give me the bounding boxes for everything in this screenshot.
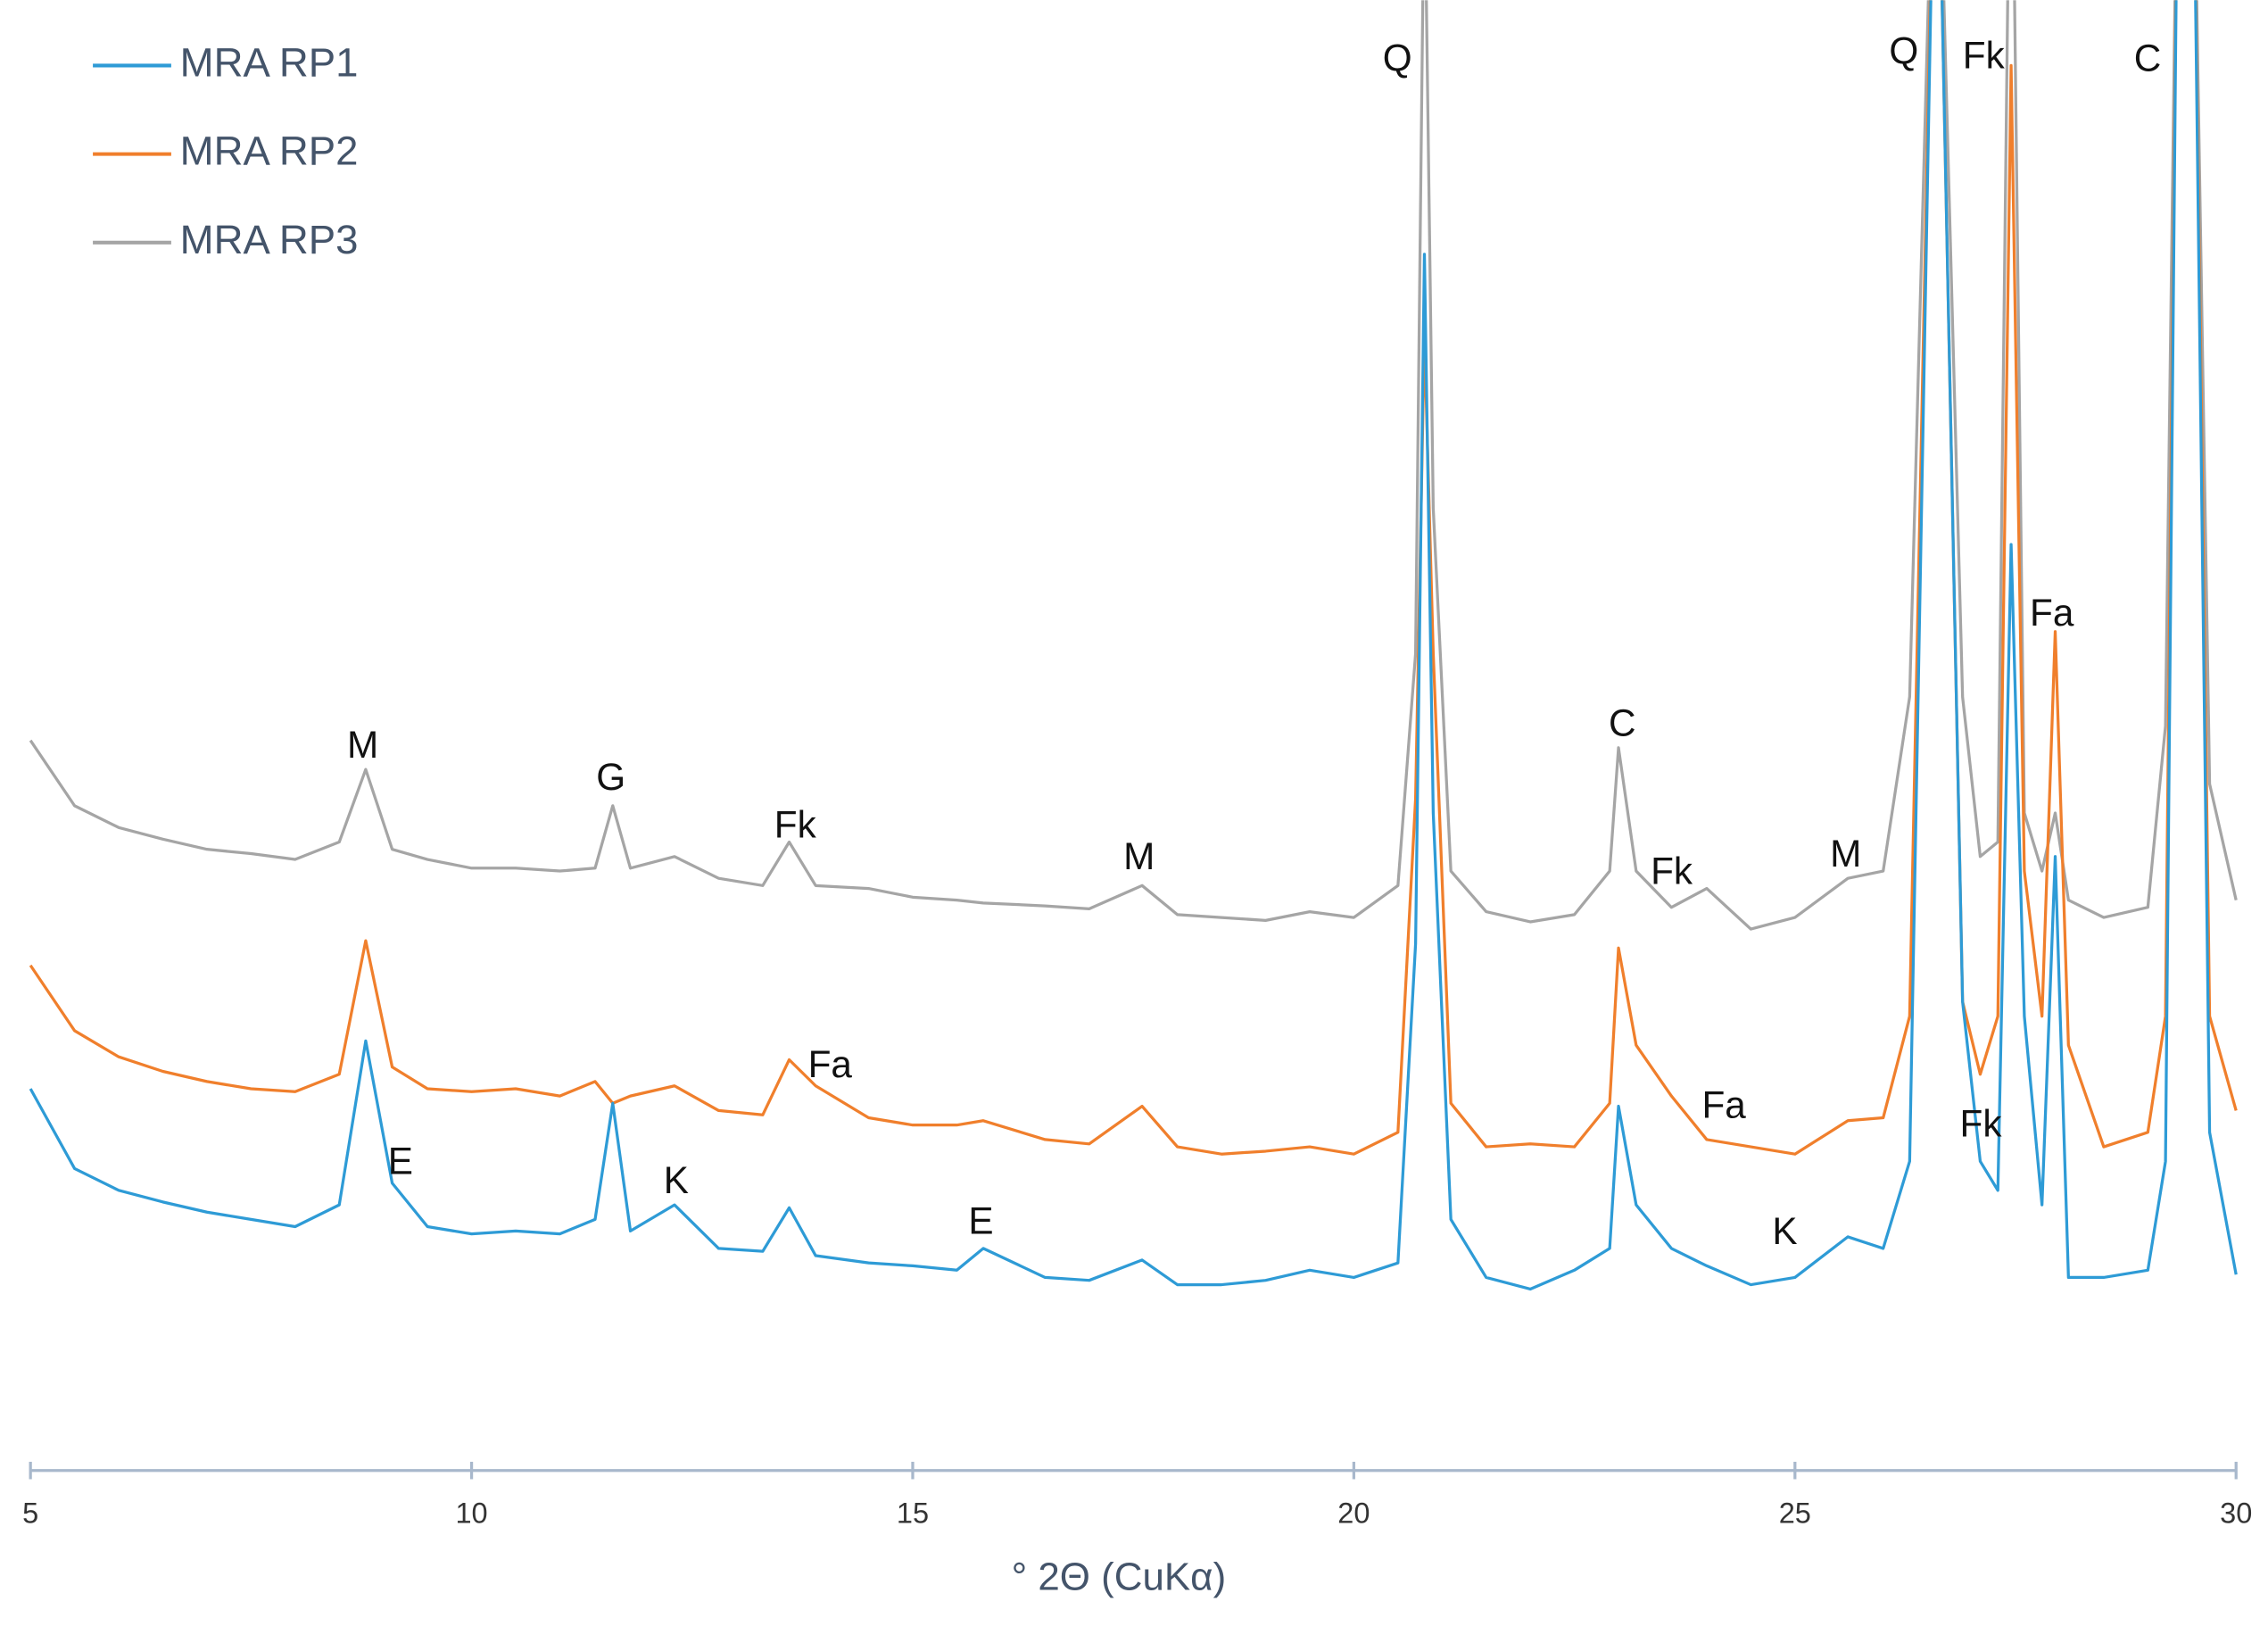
x-tick-label: 30 (2220, 1497, 2252, 1530)
peak-label: K (664, 1159, 689, 1201)
legend-label: MRA RP1 (180, 39, 359, 85)
x-tick-label: 25 (1779, 1497, 1811, 1530)
peak-label: Fk (1963, 34, 2006, 76)
peak-label: Fk (1651, 850, 1693, 892)
peak-label: C (2134, 37, 2162, 79)
series-line (29, 0, 2238, 931)
peak-label: K (1772, 1210, 1797, 1252)
peak-label: M (1123, 835, 1155, 877)
x-axis-label: ° 2Θ (CuKα) (1012, 1555, 1227, 1598)
peak-label: Fa (1701, 1083, 1746, 1125)
series-line (29, 0, 2238, 1156)
peak-label: Fk (774, 803, 817, 845)
peak-label: Q (1889, 30, 1918, 72)
x-tick-label: 20 (1337, 1497, 1370, 1530)
peak-label: Q (1383, 37, 1412, 79)
series-line (29, 0, 2238, 1291)
legend-label: MRA RP3 (180, 217, 359, 262)
peak-label: Fa (2030, 592, 2074, 634)
legend-label: MRA RP2 (180, 129, 359, 174)
peak-label: Fk (1960, 1102, 2003, 1144)
plot-area (29, 0, 2238, 1291)
peak-label: C (1609, 702, 1636, 744)
peak-label: G (596, 756, 625, 798)
peak-label: Fa (808, 1043, 853, 1085)
x-tick-label: 10 (455, 1497, 487, 1530)
peak-label: M (347, 724, 378, 766)
peak-label: M (1830, 833, 1861, 875)
x-tick-label: 15 (897, 1497, 929, 1530)
x-tick-label: 5 (22, 1497, 38, 1530)
peak-label: E (968, 1199, 993, 1241)
peak-label: E (388, 1141, 413, 1182)
